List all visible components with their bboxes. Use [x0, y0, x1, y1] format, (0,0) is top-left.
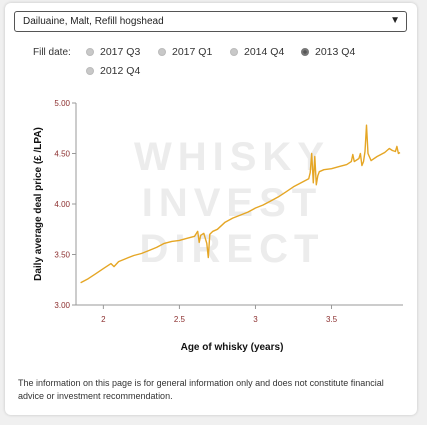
chevron-down-icon[interactable]: ▼ [390, 15, 400, 26]
x-axis-label: Age of whisky (years) [181, 342, 284, 353]
radio-icon[interactable] [158, 48, 166, 56]
fill-date-option-2012-q4[interactable]: 2012 Q4 [86, 65, 140, 77]
product-select-value: Dailuaine, Malt, Refill hogshead [23, 16, 164, 27]
x-tick-label: 3 [253, 315, 258, 324]
y-axis-label: Daily average deal price (£ /LPA) [33, 127, 44, 281]
chart-card [5, 3, 417, 415]
fill-date-option-2014-q4[interactable]: 2014 Q4 [230, 46, 284, 58]
price-series-line [80, 124, 401, 284]
fill-date-option-2013-q4[interactable]: 2013 Q4 [301, 46, 355, 58]
fill-date-option-label: 2012 Q4 [100, 65, 141, 77]
fill-date-option-label: 2017 Q1 [172, 46, 213, 58]
y-tick-label: 4.00 [54, 200, 70, 209]
fill-date-label: Fill date: [33, 47, 71, 58]
x-tick-label: 2 [101, 315, 106, 324]
fill-date-option-label: 2014 Q4 [244, 46, 285, 58]
y-tick-label: 5.00 [54, 99, 70, 108]
fill-date-option-2017-q1[interactable]: 2017 Q1 [158, 46, 212, 58]
watermark-text: INVEST [142, 181, 322, 225]
watermark-text: WHISKY [134, 135, 330, 179]
y-tick-label: 3.50 [54, 251, 70, 260]
radio-icon[interactable] [86, 67, 94, 75]
fill-date-option-label: 2017 Q3 [100, 46, 141, 58]
radio-icon[interactable] [230, 48, 238, 56]
x-tick-label: 2.5 [174, 315, 186, 324]
disclaimer-text: The information on this page is for gene… [18, 378, 384, 401]
y-tick-label: 3.00 [54, 301, 70, 310]
radio-icon[interactable] [86, 48, 94, 56]
watermark-text: DIRECT [140, 227, 325, 271]
fill-date-option-label: 2013 Q4 [315, 46, 356, 58]
radio-selected-icon[interactable] [301, 48, 309, 56]
product-select[interactable]: Dailuaine, Malt, Refill hogshead ▼ [14, 11, 407, 32]
y-tick-label: 4.50 [54, 150, 70, 159]
fill-date-option-2017-q3[interactable]: 2017 Q3 [86, 46, 140, 58]
x-tick-label: 3.5 [326, 315, 338, 324]
